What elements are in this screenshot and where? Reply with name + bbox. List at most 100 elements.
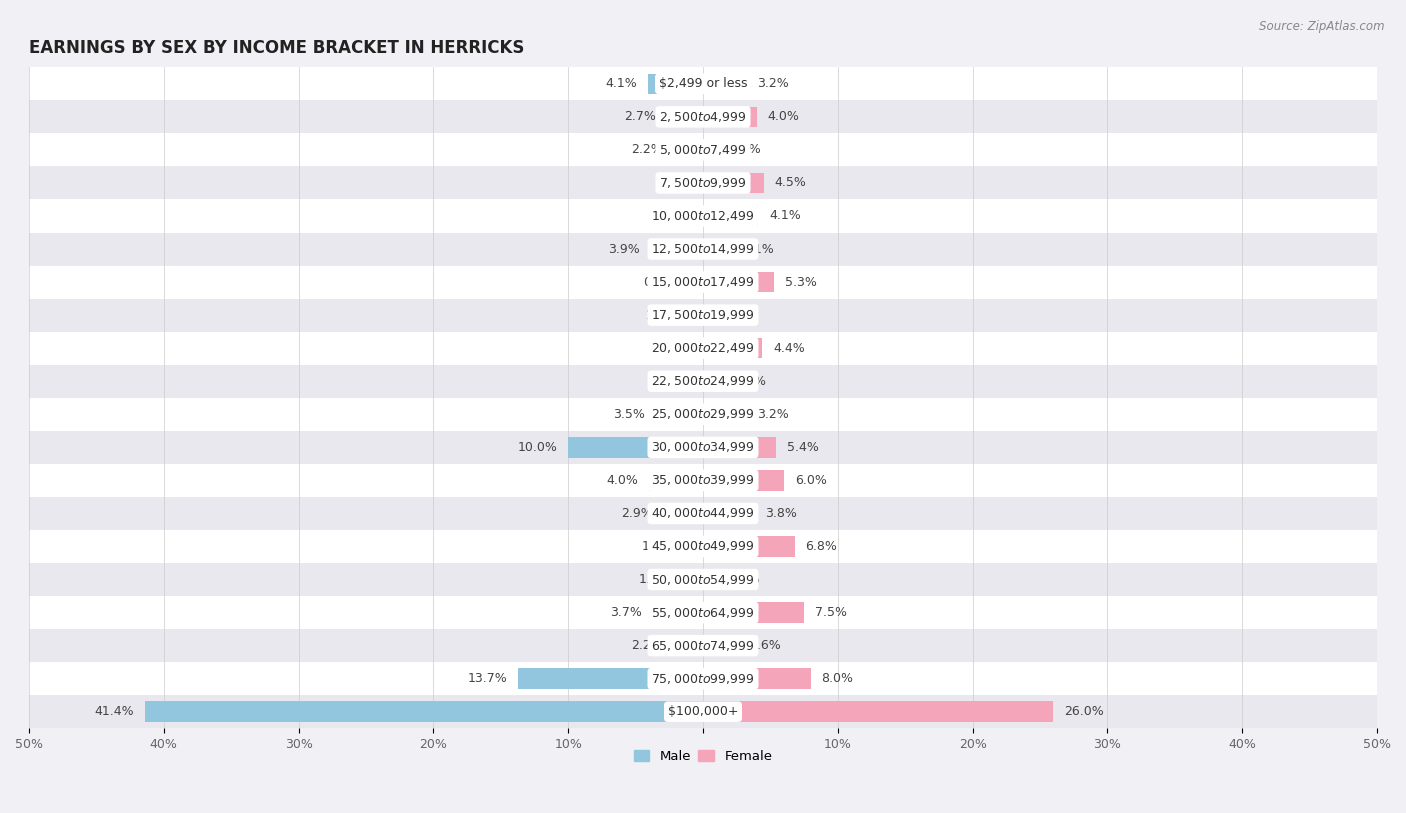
Text: 41.4%: 41.4% — [94, 705, 134, 718]
Text: 2.2%: 2.2% — [631, 143, 662, 156]
Bar — [703, 404, 747, 424]
Bar — [703, 503, 754, 524]
Text: $2,500 to $4,999: $2,500 to $4,999 — [659, 110, 747, 124]
Bar — [30, 100, 1376, 133]
Bar — [703, 140, 720, 160]
Text: 1.1%: 1.1% — [728, 573, 761, 586]
Bar — [30, 67, 1376, 100]
Bar — [145, 702, 703, 722]
Text: Source: ZipAtlas.com: Source: ZipAtlas.com — [1260, 20, 1385, 33]
Bar — [666, 107, 703, 127]
Bar — [30, 199, 1376, 233]
Text: $2,499 or less: $2,499 or less — [659, 77, 747, 90]
Text: 3.9%: 3.9% — [607, 242, 640, 255]
Bar — [30, 497, 1376, 530]
Bar — [30, 464, 1376, 497]
Text: $65,000 to $74,999: $65,000 to $74,999 — [651, 639, 755, 653]
Bar — [685, 537, 703, 557]
Text: 0.88%: 0.88% — [725, 375, 766, 388]
Bar — [30, 398, 1376, 431]
Bar — [682, 569, 703, 589]
Text: 3.7%: 3.7% — [610, 606, 643, 619]
Text: 1.0%: 1.0% — [647, 210, 679, 223]
Bar — [703, 272, 775, 293]
Text: $25,000 to $29,999: $25,000 to $29,999 — [651, 407, 755, 421]
Bar — [30, 365, 1376, 398]
Text: 6.0%: 6.0% — [794, 474, 827, 487]
Text: $55,000 to $64,999: $55,000 to $64,999 — [651, 606, 755, 620]
Text: $7,500 to $9,999: $7,500 to $9,999 — [659, 176, 747, 190]
Text: $35,000 to $39,999: $35,000 to $39,999 — [651, 473, 755, 487]
Bar — [654, 602, 703, 623]
Text: 6.8%: 6.8% — [806, 540, 838, 553]
Bar — [30, 662, 1376, 695]
Bar — [689, 206, 703, 226]
Text: 0.0%: 0.0% — [714, 309, 745, 322]
Text: 1.6%: 1.6% — [638, 573, 671, 586]
Text: 13.7%: 13.7% — [468, 672, 508, 685]
Text: 2.6%: 2.6% — [749, 639, 780, 652]
Text: $17,500 to $19,999: $17,500 to $19,999 — [651, 308, 755, 322]
Bar — [30, 298, 1376, 332]
Text: $100,000+: $100,000+ — [668, 705, 738, 718]
Bar — [664, 503, 703, 524]
Text: $20,000 to $22,499: $20,000 to $22,499 — [651, 341, 755, 355]
Text: $15,000 to $17,499: $15,000 to $17,499 — [651, 275, 755, 289]
Bar — [30, 629, 1376, 662]
Bar — [703, 239, 731, 259]
Text: $75,000 to $99,999: $75,000 to $99,999 — [651, 672, 755, 685]
Text: $50,000 to $54,999: $50,000 to $54,999 — [651, 572, 755, 586]
Text: 2.7%: 2.7% — [624, 111, 655, 124]
Text: 2.2%: 2.2% — [631, 639, 662, 652]
Text: 3.2%: 3.2% — [756, 77, 789, 90]
Bar — [568, 437, 703, 458]
Bar — [30, 167, 1376, 199]
Text: $30,000 to $34,999: $30,000 to $34,999 — [651, 441, 755, 454]
Bar — [30, 233, 1376, 266]
Text: 1.2%: 1.2% — [730, 143, 762, 156]
Text: 3.8%: 3.8% — [765, 507, 797, 520]
Text: 4.1%: 4.1% — [605, 77, 637, 90]
Bar — [703, 602, 804, 623]
Bar — [703, 702, 1053, 722]
Bar — [703, 470, 785, 490]
Bar — [30, 596, 1376, 629]
Text: $45,000 to $49,999: $45,000 to $49,999 — [651, 540, 755, 554]
Text: 4.5%: 4.5% — [775, 176, 806, 189]
Text: $10,000 to $12,499: $10,000 to $12,499 — [651, 209, 755, 223]
Text: 26.0%: 26.0% — [1064, 705, 1104, 718]
Text: 1.1%: 1.1% — [645, 309, 678, 322]
Text: 7.5%: 7.5% — [815, 606, 846, 619]
Bar — [30, 695, 1376, 728]
Bar — [703, 636, 738, 656]
Text: 1.4%: 1.4% — [641, 540, 673, 553]
Text: $40,000 to $44,999: $40,000 to $44,999 — [651, 506, 755, 520]
Bar — [703, 569, 718, 589]
Bar — [703, 206, 758, 226]
Text: $5,000 to $7,499: $5,000 to $7,499 — [659, 143, 747, 157]
Text: 0.0%: 0.0% — [661, 176, 692, 189]
Bar — [703, 668, 811, 689]
Text: $22,500 to $24,999: $22,500 to $24,999 — [651, 374, 755, 389]
Bar — [30, 563, 1376, 596]
Bar — [703, 437, 776, 458]
Bar — [648, 73, 703, 94]
Text: 4.1%: 4.1% — [769, 210, 801, 223]
Bar — [673, 140, 703, 160]
Bar — [703, 172, 763, 193]
Bar — [30, 431, 1376, 464]
Bar — [655, 404, 703, 424]
Legend: Male, Female: Male, Female — [628, 745, 778, 768]
Bar — [650, 470, 703, 490]
Text: 4.0%: 4.0% — [768, 111, 800, 124]
Text: $12,500 to $14,999: $12,500 to $14,999 — [651, 242, 755, 256]
Bar — [651, 239, 703, 259]
Text: 0.0%: 0.0% — [661, 375, 692, 388]
Text: 5.4%: 5.4% — [786, 441, 818, 454]
Bar — [30, 133, 1376, 167]
Text: 3.5%: 3.5% — [613, 408, 645, 421]
Text: 4.4%: 4.4% — [773, 341, 804, 354]
Bar — [703, 371, 714, 392]
Bar — [519, 668, 703, 689]
Bar — [695, 272, 703, 293]
